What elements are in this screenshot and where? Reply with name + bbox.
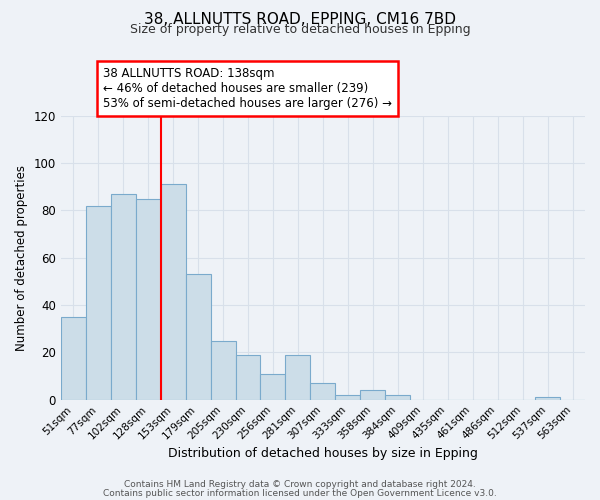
Bar xyxy=(61,317,86,400)
Bar xyxy=(86,206,111,400)
Bar xyxy=(361,390,385,400)
Bar xyxy=(211,340,236,400)
Text: Size of property relative to detached houses in Epping: Size of property relative to detached ho… xyxy=(130,24,470,36)
X-axis label: Distribution of detached houses by size in Epping: Distribution of detached houses by size … xyxy=(168,447,478,460)
Bar xyxy=(535,398,560,400)
Text: Contains HM Land Registry data © Crown copyright and database right 2024.: Contains HM Land Registry data © Crown c… xyxy=(124,480,476,489)
Bar xyxy=(111,194,136,400)
Bar xyxy=(260,374,286,400)
Bar xyxy=(236,355,260,400)
Bar xyxy=(385,395,410,400)
Y-axis label: Number of detached properties: Number of detached properties xyxy=(15,164,28,350)
Bar xyxy=(185,274,211,400)
Bar xyxy=(136,198,161,400)
Bar xyxy=(161,184,185,400)
Text: Contains public sector information licensed under the Open Government Licence v3: Contains public sector information licen… xyxy=(103,488,497,498)
Bar xyxy=(335,395,361,400)
Bar xyxy=(286,355,310,400)
Text: 38, ALLNUTTS ROAD, EPPING, CM16 7BD: 38, ALLNUTTS ROAD, EPPING, CM16 7BD xyxy=(144,12,456,28)
Bar xyxy=(310,383,335,400)
Text: 38 ALLNUTTS ROAD: 138sqm
← 46% of detached houses are smaller (239)
53% of semi-: 38 ALLNUTTS ROAD: 138sqm ← 46% of detach… xyxy=(103,67,392,110)
